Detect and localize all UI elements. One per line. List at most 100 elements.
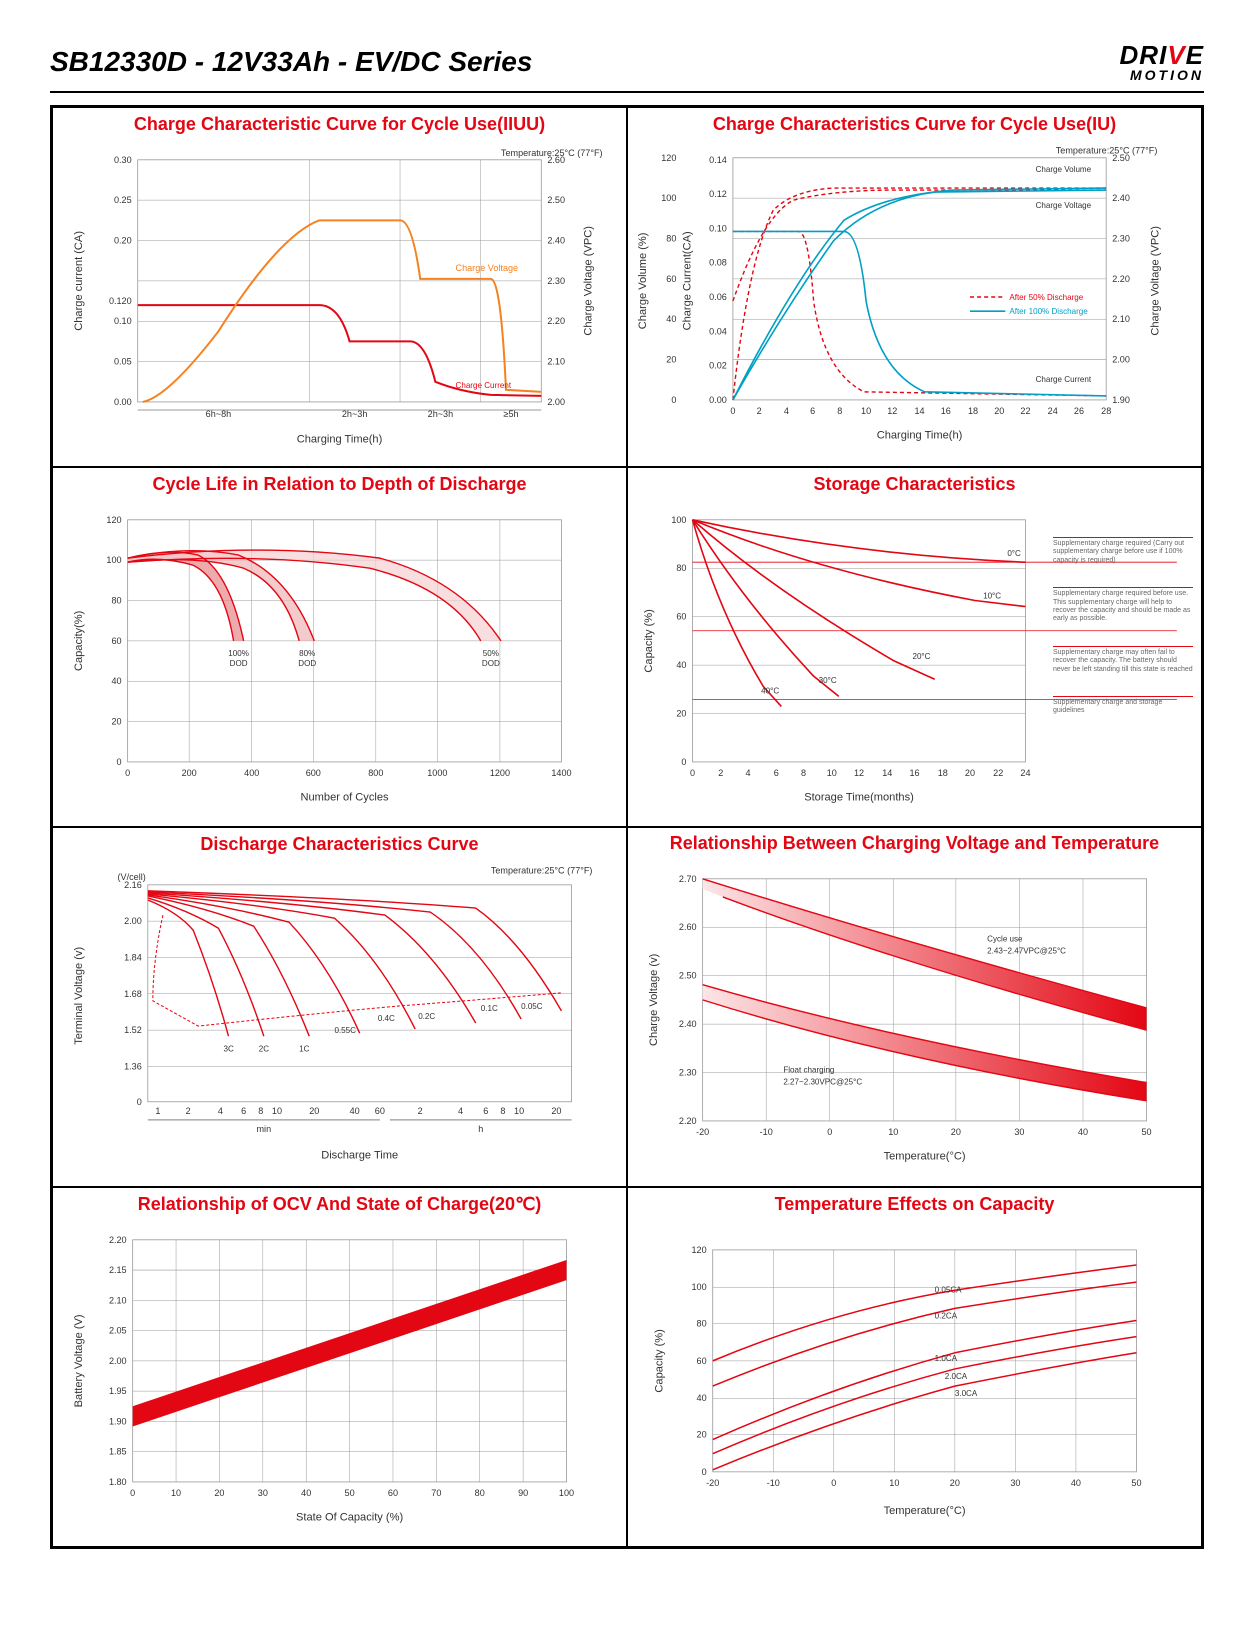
svg-text:50: 50 [1141,1127,1151,1137]
svg-text:-10: -10 [760,1127,773,1137]
svg-text:80: 80 [475,1488,485,1498]
svg-text:2.60: 2.60 [679,922,697,932]
svg-text:1.68: 1.68 [124,989,142,999]
brand-logo: DRIVE MOTION [1120,40,1204,83]
svg-text:2.20: 2.20 [679,1116,697,1126]
svg-text:18: 18 [938,768,948,778]
page-header: SB12330D - 12V33Ah - EV/DC Series DRIVE … [50,40,1204,93]
svg-text:80: 80 [676,563,686,573]
svg-text:1.0CA: 1.0CA [935,1354,958,1363]
svg-text:30: 30 [258,1488,268,1498]
svg-text:1C: 1C [299,1044,309,1053]
svg-text:2.40: 2.40 [679,1019,697,1029]
page-title: SB12330D - 12V33Ah - EV/DC Series [50,46,532,78]
svg-text:0.12: 0.12 [709,189,727,199]
svg-text:100: 100 [671,515,686,525]
storage-notes: Supplementary charge required (Carry out… [1053,537,1193,738]
svg-text:10°C: 10°C [983,591,1001,600]
svg-text:Discharge Time: Discharge Time [321,1149,398,1161]
svg-text:1000: 1000 [427,768,447,778]
svg-text:40: 40 [1071,1478,1081,1488]
svg-text:24: 24 [1020,768,1030,778]
svg-text:2.30: 2.30 [547,276,565,286]
svg-text:Charge Volume: Charge Volume [1036,165,1092,174]
svg-text:40: 40 [666,314,676,324]
svg-text:90: 90 [518,1488,528,1498]
svg-text:Charge Voltage (VPC): Charge Voltage (VPC) [583,226,595,336]
svg-text:10: 10 [171,1488,181,1498]
svg-text:Charge Voltage: Charge Voltage [456,263,519,273]
svg-text:6: 6 [810,406,815,416]
svg-text:40: 40 [301,1488,311,1498]
svg-text:120: 120 [106,515,121,525]
svg-text:0.06: 0.06 [709,292,727,302]
svg-text:Temperature(°C): Temperature(°C) [884,1505,966,1517]
svg-text:0.10: 0.10 [709,223,727,233]
svg-text:12: 12 [887,406,897,416]
svg-text:0.14: 0.14 [709,155,727,165]
svg-text:1: 1 [155,1106,160,1116]
svg-text:8: 8 [837,406,842,416]
svg-text:Capacity (%): Capacity (%) [653,1329,665,1392]
svg-text:50: 50 [345,1488,355,1498]
svg-text:40: 40 [350,1106,360,1116]
svg-text:22: 22 [993,768,1003,778]
svg-text:2.00: 2.00 [109,1356,127,1366]
svg-text:60: 60 [111,636,121,646]
svg-text:20: 20 [951,1127,961,1137]
svg-text:min: min [257,1124,272,1134]
svg-text:60: 60 [666,274,676,284]
svg-text:Terminal Voltage (v): Terminal Voltage (v) [73,947,85,1045]
svg-text:10: 10 [514,1106,524,1116]
y1-ticks: 020 4060 80100 120 [661,153,676,405]
svg-text:Temperature:25°C (77°F): Temperature:25°C (77°F) [1056,146,1158,156]
svg-text:2h~3h: 2h~3h [428,409,454,419]
svg-text:20: 20 [965,768,975,778]
svg-text:DOD: DOD [230,659,248,668]
svg-text:10: 10 [888,1127,898,1137]
svg-text:2.10: 2.10 [547,357,565,367]
svg-text:800: 800 [368,768,383,778]
svg-text:10: 10 [272,1106,282,1116]
svg-text:6: 6 [241,1106,246,1116]
svg-text:20: 20 [214,1488,224,1498]
y2-ticks: 0.000.02 0.040.06 0.080.10 0.120.14 [709,155,727,405]
svg-text:≥5h: ≥5h [503,409,518,419]
svg-text:60: 60 [697,1356,707,1366]
chart-storage: Storage Characteristics [627,467,1202,827]
svg-text:DOD: DOD [482,659,500,668]
svg-text:26: 26 [1074,406,1084,416]
svg-text:2.50: 2.50 [1112,153,1130,163]
svg-text:20: 20 [111,717,121,727]
svg-text:2.00: 2.00 [547,397,565,407]
svg-text:1.80: 1.80 [109,1477,127,1487]
svg-text:100: 100 [692,1282,707,1292]
svg-text:6h~8h: 6h~8h [206,409,232,419]
svg-text:2: 2 [418,1106,423,1116]
svg-text:0.20: 0.20 [114,236,132,246]
chart-charge-iiuu: Charge Characteristic Curve for Cycle Us… [52,107,627,467]
svg-text:6: 6 [483,1106,488,1116]
svg-text:2.40: 2.40 [1112,193,1130,203]
svg-text:0.05C: 0.05C [521,1002,543,1011]
svg-text:0: 0 [671,395,676,405]
svg-text:2.00: 2.00 [124,916,142,926]
svg-text:70: 70 [431,1488,441,1498]
svg-text:2.20: 2.20 [109,1235,127,1245]
svg-text:8: 8 [258,1106,263,1116]
svg-text:Charge Current: Charge Current [1036,375,1092,384]
svg-text:2.30: 2.30 [679,1067,697,1077]
svg-text:16: 16 [909,768,919,778]
svg-text:120: 120 [692,1245,707,1255]
svg-text:Charge Volume (%): Charge Volume (%) [637,233,649,330]
svg-text:6: 6 [774,768,779,778]
svg-text:2.10: 2.10 [1112,314,1130,324]
svg-text:DOD: DOD [298,659,316,668]
y3-ticks: 1.902.002.10 2.202.302.40 2.50 [1112,153,1130,405]
svg-text:8: 8 [500,1106,505,1116]
svg-text:20: 20 [309,1106,319,1116]
svg-text:Capacity(%): Capacity(%) [73,611,85,671]
svg-text:0: 0 [125,768,130,778]
svg-text:30: 30 [1010,1478,1020,1488]
svg-text:1400: 1400 [551,768,571,778]
